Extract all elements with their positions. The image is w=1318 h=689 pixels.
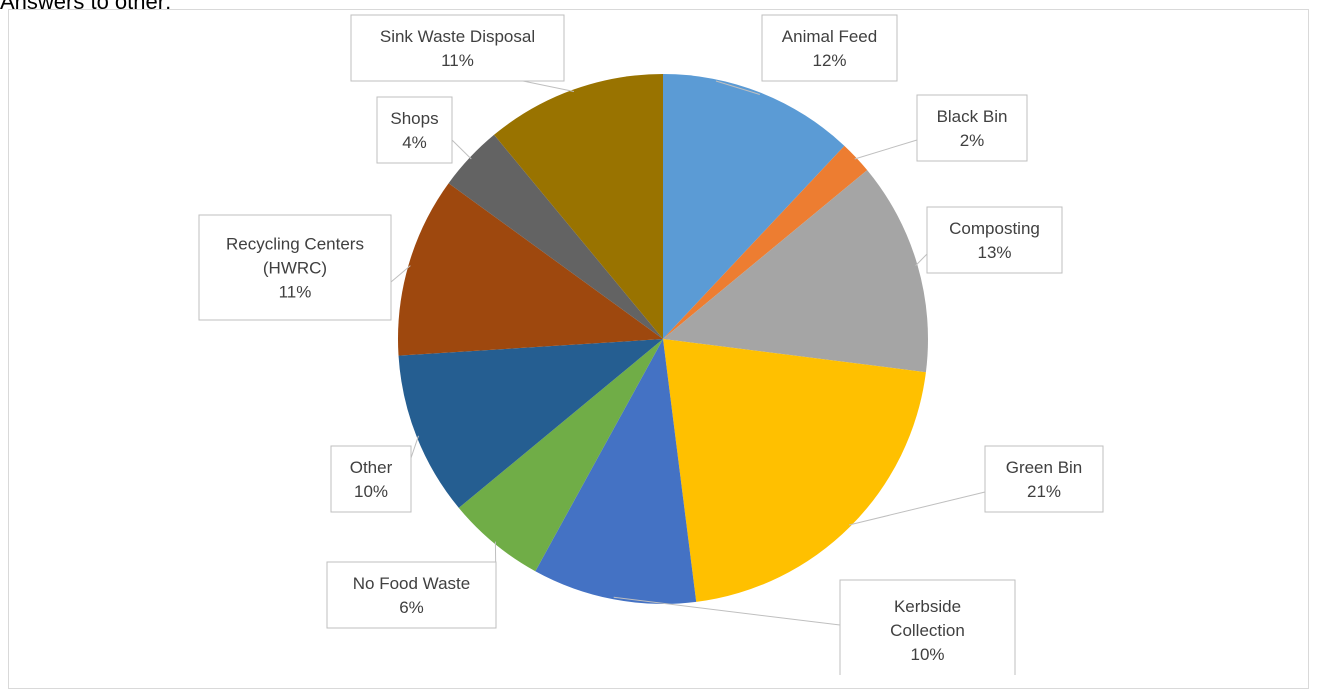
leader-line — [390, 265, 411, 283]
data-label-box — [198, 214, 392, 321]
data-label-box — [330, 445, 412, 513]
data-label-name: Animal Feed — [782, 27, 877, 46]
pie-slice-animal-feed — [663, 74, 845, 339]
data-label-percent: 13% — [977, 243, 1011, 262]
data-label-name: Sink Waste Disposal — [380, 27, 535, 46]
data-label-name: Green Bin — [1006, 458, 1083, 477]
data-label: Black Bin 2% — [916, 94, 1028, 162]
data-label-name: Other — [350, 458, 393, 477]
data-label-box — [984, 445, 1104, 513]
pie-slice-no-food-waste — [458, 339, 663, 572]
data-label-box — [326, 561, 497, 629]
data-label-percent: 10% — [354, 482, 388, 501]
pie-slice-composting — [663, 170, 929, 373]
leader-line — [522, 80, 575, 92]
data-label: Animal Feed 12% — [761, 14, 898, 82]
data-label: Kerbside Collection 10% — [839, 579, 1016, 675]
data-label-percent: 11% — [441, 51, 474, 70]
pie-slice-black-bin — [663, 145, 868, 339]
data-label-name: Kerbside — [894, 597, 961, 616]
data-label-box — [839, 579, 1016, 675]
leader-line — [915, 253, 928, 266]
leader-line — [854, 139, 918, 160]
leader-line — [410, 435, 419, 459]
leader-lines — [390, 80, 986, 626]
pie-slice-shops — [448, 134, 663, 339]
pie-slice-kerbside-collection — [535, 339, 697, 604]
leader-line — [848, 491, 986, 526]
data-label-percent: 11% — [279, 283, 312, 302]
data-label: Recycling Centers (HWRC) 11% — [198, 214, 392, 321]
data-label-name: Collection — [890, 621, 965, 640]
pie-chart: Animal Feed 12% Black Bin 2% Composting 13% Gr… — [198, 14, 1104, 675]
data-label-box — [350, 14, 565, 82]
data-label-name: Recycling Centers — [226, 235, 364, 254]
data-label-percent: 2% — [960, 131, 985, 150]
data-label: No Food Waste 6% — [326, 561, 497, 629]
leader-line — [451, 139, 472, 160]
data-label-percent: 12% — [812, 51, 846, 70]
data-label: Shops 4% — [376, 96, 453, 164]
data-label-box — [376, 96, 453, 164]
data-label: Other 10% — [330, 445, 412, 513]
pie-slice-green-bin — [663, 339, 926, 602]
leader-line — [715, 80, 760, 95]
data-label-percent: 6% — [399, 598, 424, 617]
data-label-name: Black Bin — [937, 107, 1008, 126]
data-label-name: (HWRC) — [263, 259, 327, 278]
leader-line — [613, 596, 841, 626]
data-labels: Animal Feed 12% Black Bin 2% Composting 13% Gr… — [198, 14, 1104, 675]
data-label-name: Composting — [949, 219, 1040, 238]
data-label: Composting 13% — [926, 206, 1063, 274]
pie-slice-sink-waste-disposal — [494, 73, 663, 339]
data-label-name: Shops — [390, 109, 438, 128]
data-label-percent: 10% — [910, 645, 944, 664]
pie-slice-recycling-centers-hwrc — [397, 183, 663, 356]
data-label-box — [761, 14, 898, 82]
page-title: Answers to other: — [0, 0, 172, 14]
data-label-box — [916, 94, 1028, 162]
data-label-box — [926, 206, 1063, 274]
data-label: Sink Waste Disposal 11% — [350, 14, 565, 82]
data-label-name: No Food Waste — [353, 574, 470, 593]
pie-slice-other — [398, 339, 663, 508]
data-label-percent: 4% — [402, 133, 427, 152]
pie-slices — [397, 73, 929, 604]
data-label-percent: 21% — [1027, 482, 1061, 501]
data-label: Green Bin 21% — [984, 445, 1104, 513]
